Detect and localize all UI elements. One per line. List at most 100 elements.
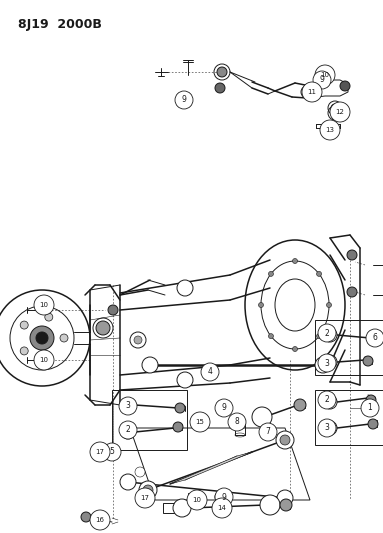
Text: 5: 5 bbox=[110, 448, 115, 456]
Text: 13: 13 bbox=[326, 127, 334, 133]
Circle shape bbox=[323, 421, 337, 435]
Circle shape bbox=[347, 250, 357, 260]
Circle shape bbox=[215, 83, 225, 93]
Circle shape bbox=[315, 65, 335, 85]
Circle shape bbox=[220, 405, 230, 415]
Circle shape bbox=[228, 413, 246, 431]
Circle shape bbox=[280, 499, 292, 511]
Circle shape bbox=[201, 363, 219, 381]
Text: 3: 3 bbox=[126, 401, 131, 410]
Circle shape bbox=[34, 350, 54, 370]
Text: 1: 1 bbox=[368, 403, 372, 413]
Circle shape bbox=[361, 399, 379, 417]
Text: 3: 3 bbox=[324, 424, 329, 432]
Text: 3: 3 bbox=[324, 359, 329, 367]
Text: 4: 4 bbox=[208, 367, 213, 376]
Circle shape bbox=[135, 467, 145, 477]
Circle shape bbox=[302, 82, 322, 102]
Circle shape bbox=[293, 259, 298, 263]
Circle shape bbox=[175, 91, 193, 109]
Circle shape bbox=[190, 412, 210, 432]
Circle shape bbox=[340, 81, 350, 91]
Circle shape bbox=[268, 271, 273, 277]
Text: 8J19  2000B: 8J19 2000B bbox=[18, 18, 102, 31]
Text: 2: 2 bbox=[126, 425, 130, 434]
Circle shape bbox=[173, 422, 183, 432]
Circle shape bbox=[187, 490, 207, 510]
Circle shape bbox=[363, 356, 373, 366]
Circle shape bbox=[316, 334, 322, 338]
Text: 10: 10 bbox=[193, 497, 201, 503]
Circle shape bbox=[143, 485, 153, 495]
Text: 17: 17 bbox=[141, 495, 149, 501]
Circle shape bbox=[119, 421, 137, 439]
Text: 2: 2 bbox=[325, 328, 329, 337]
Circle shape bbox=[368, 332, 378, 342]
Circle shape bbox=[45, 355, 53, 363]
Circle shape bbox=[20, 347, 28, 355]
Text: 8: 8 bbox=[235, 417, 239, 426]
Circle shape bbox=[252, 407, 272, 427]
Circle shape bbox=[36, 332, 48, 344]
Text: 17: 17 bbox=[95, 449, 105, 455]
Circle shape bbox=[130, 332, 146, 348]
Circle shape bbox=[138, 493, 148, 503]
Circle shape bbox=[320, 120, 340, 140]
Bar bbox=[112, 390, 187, 450]
Circle shape bbox=[318, 419, 336, 437]
Circle shape bbox=[318, 354, 336, 372]
Circle shape bbox=[280, 435, 290, 445]
Text: 7: 7 bbox=[265, 427, 270, 437]
Circle shape bbox=[366, 329, 383, 347]
Text: 9: 9 bbox=[221, 492, 226, 502]
Text: 10: 10 bbox=[39, 357, 49, 363]
Text: 15: 15 bbox=[196, 419, 205, 425]
Circle shape bbox=[293, 346, 298, 351]
Circle shape bbox=[121, 398, 135, 412]
Circle shape bbox=[119, 397, 137, 415]
Circle shape bbox=[326, 358, 334, 366]
Circle shape bbox=[294, 399, 306, 411]
Circle shape bbox=[326, 303, 332, 308]
Circle shape bbox=[259, 303, 264, 308]
Circle shape bbox=[217, 67, 227, 77]
Circle shape bbox=[34, 295, 54, 315]
Bar bbox=[315, 390, 383, 445]
Circle shape bbox=[315, 357, 331, 373]
Polygon shape bbox=[170, 452, 252, 484]
Text: 11: 11 bbox=[308, 89, 316, 95]
Circle shape bbox=[215, 399, 233, 417]
Circle shape bbox=[268, 334, 273, 338]
Circle shape bbox=[139, 481, 157, 499]
Text: 9: 9 bbox=[319, 76, 324, 85]
Circle shape bbox=[45, 313, 53, 321]
Circle shape bbox=[318, 391, 336, 409]
Circle shape bbox=[103, 443, 121, 461]
Circle shape bbox=[215, 492, 225, 502]
Circle shape bbox=[277, 490, 293, 506]
Circle shape bbox=[331, 104, 339, 112]
Circle shape bbox=[215, 488, 233, 506]
Circle shape bbox=[175, 403, 185, 413]
Circle shape bbox=[177, 280, 193, 296]
Text: 10: 10 bbox=[321, 72, 329, 78]
Circle shape bbox=[323, 355, 337, 369]
Circle shape bbox=[120, 474, 136, 490]
Circle shape bbox=[313, 71, 331, 89]
Circle shape bbox=[331, 109, 339, 117]
Text: 9: 9 bbox=[182, 95, 187, 104]
Circle shape bbox=[20, 321, 28, 329]
Text: 14: 14 bbox=[218, 505, 226, 511]
Circle shape bbox=[108, 305, 118, 315]
Circle shape bbox=[90, 510, 110, 530]
Circle shape bbox=[135, 488, 155, 508]
Text: 2: 2 bbox=[325, 395, 329, 405]
Circle shape bbox=[142, 357, 158, 373]
Text: 12: 12 bbox=[336, 109, 344, 115]
Circle shape bbox=[276, 431, 294, 449]
Circle shape bbox=[323, 395, 337, 409]
Circle shape bbox=[96, 321, 110, 335]
Bar bbox=[163, 503, 181, 513]
Text: 10: 10 bbox=[39, 302, 49, 308]
Circle shape bbox=[301, 86, 313, 98]
